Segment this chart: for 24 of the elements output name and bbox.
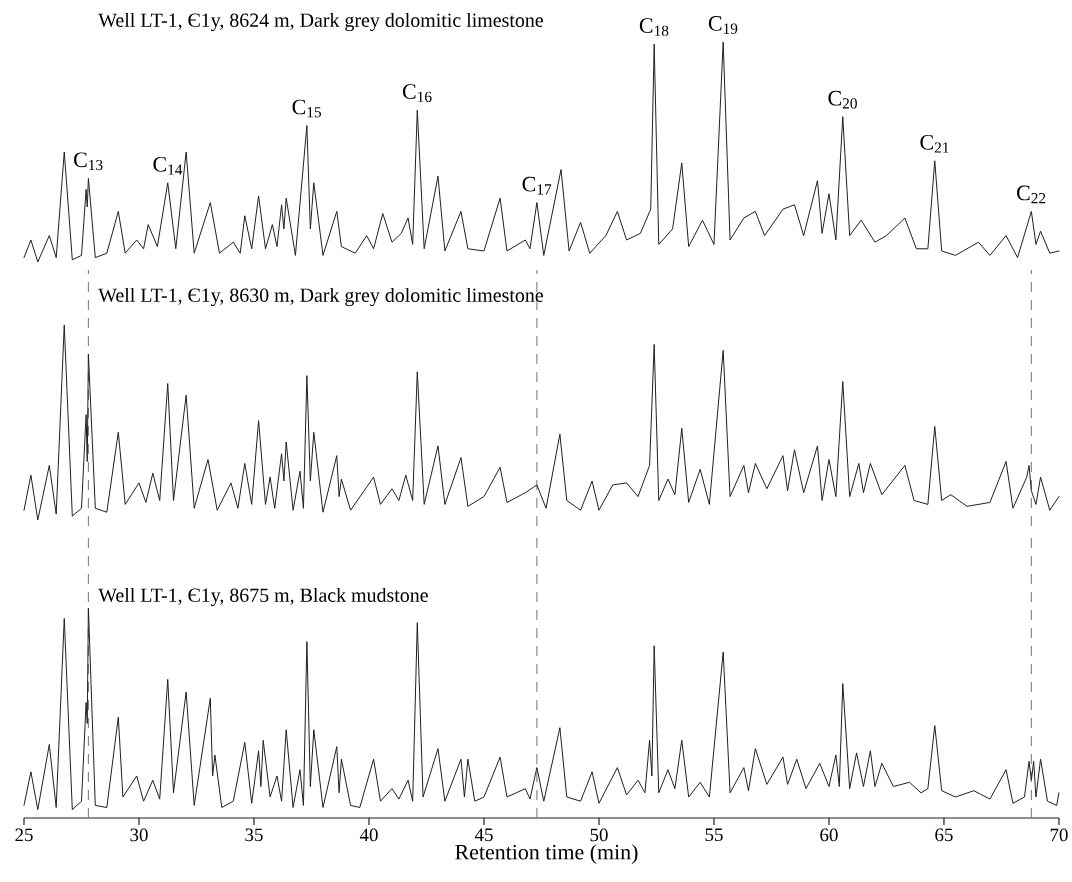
x-tick-label: 70 xyxy=(1050,828,1068,842)
annotation: C$_{16}$ xyxy=(402,84,432,102)
annotation: C$_{21}$ xyxy=(920,134,949,153)
x-tick-label: 40 xyxy=(359,828,378,842)
annotation: C$_{22}$ xyxy=(1017,185,1046,204)
annotation: C$_{17}$ xyxy=(522,176,552,195)
x-tick-label: 60 xyxy=(820,828,838,842)
annotation: C$_{20}$ xyxy=(828,90,857,109)
annotation: C$_{13}$ xyxy=(74,152,103,171)
annotation: C$_{18}$ xyxy=(639,18,669,36)
x-tick-label: 30 xyxy=(130,828,148,842)
chart-title: Well LT-1, Є1y, 8675 m, Black mudstone xyxy=(98,587,428,607)
x-axis-title: Retention time (min) xyxy=(455,844,638,865)
annotation: C$_{19}$ xyxy=(708,16,738,34)
annotation: C$_{14}$ xyxy=(153,156,183,175)
chart-title: Well LT-1, Є1y, 8624 m, Dark grey dolomitic limestone xyxy=(98,12,543,32)
x-tick-label: 65 xyxy=(935,828,953,842)
x-tick-label: 25 xyxy=(15,828,33,842)
x-tick-label: 55 xyxy=(705,828,723,842)
x-tick-label: 35 xyxy=(245,828,263,842)
x-tick-label: 45 xyxy=(474,828,493,842)
x-tick-label: 50 xyxy=(590,828,608,842)
annotation: C$_{15}$ xyxy=(292,99,322,118)
chart-title: Well LT-1, Є1y, 8630 m, Dark grey dolomitic limestone xyxy=(98,287,543,307)
